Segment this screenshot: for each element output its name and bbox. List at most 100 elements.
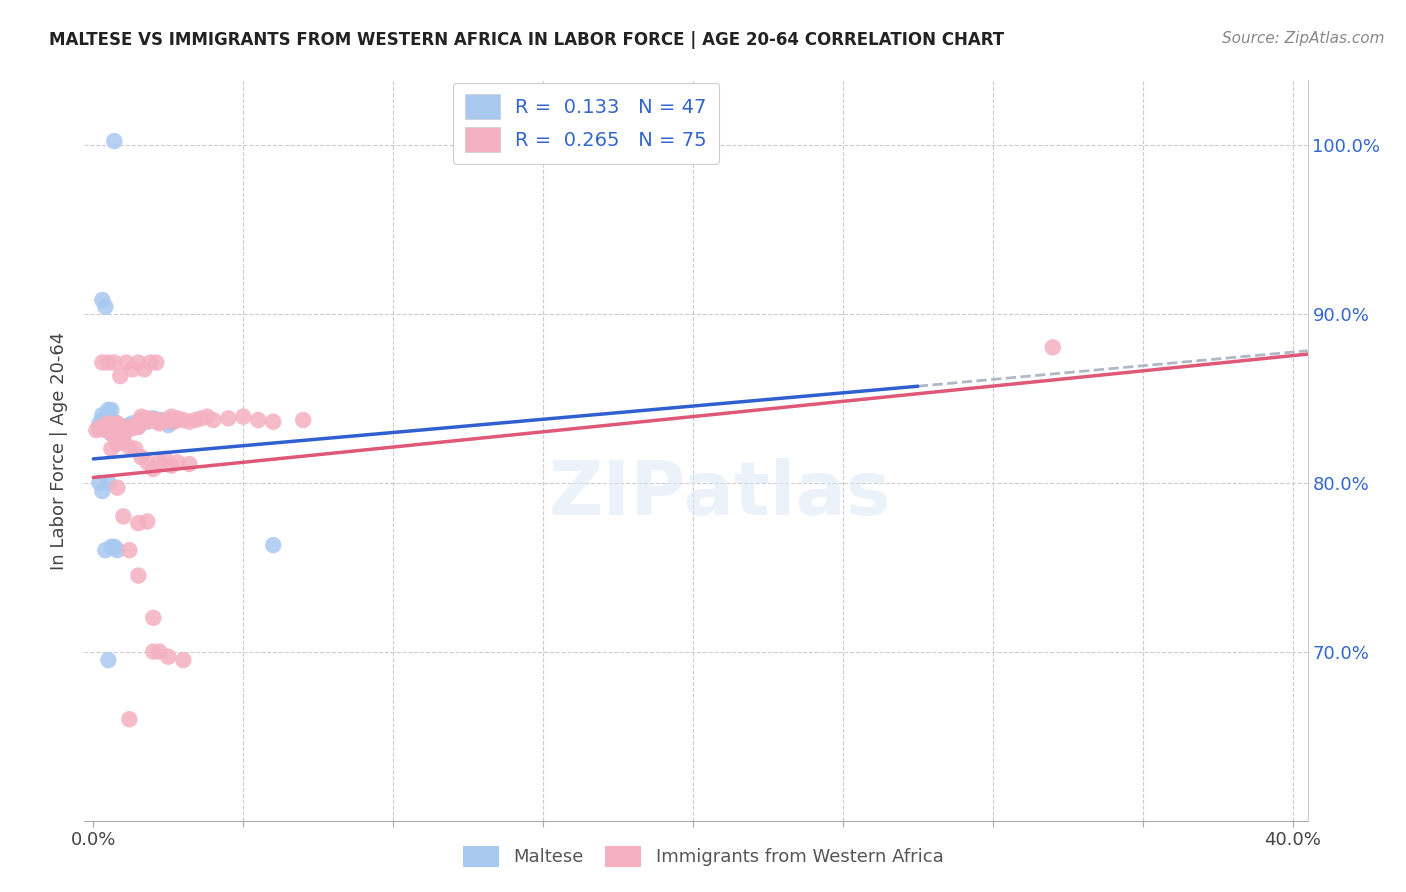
Point <box>127 355 149 369</box>
Point <box>142 411 165 425</box>
Point <box>166 411 188 425</box>
Point <box>134 415 156 429</box>
Point <box>148 645 170 659</box>
Point <box>118 418 141 433</box>
Point <box>112 419 135 434</box>
Point <box>157 649 180 664</box>
Point <box>94 423 117 437</box>
Text: Source: ZipAtlas.com: Source: ZipAtlas.com <box>1222 31 1385 46</box>
Point <box>100 421 122 435</box>
Point <box>110 419 132 434</box>
Point <box>232 409 254 424</box>
Point <box>124 442 146 456</box>
Point <box>139 355 162 369</box>
Point <box>136 515 159 529</box>
Point <box>115 423 138 437</box>
Point <box>89 421 111 435</box>
Point <box>179 415 201 429</box>
Point <box>97 423 120 437</box>
Point <box>131 413 153 427</box>
Point <box>91 419 114 434</box>
Point <box>127 568 149 582</box>
Point <box>155 451 177 466</box>
Point <box>115 421 138 435</box>
Point <box>136 415 159 429</box>
Point <box>103 418 125 433</box>
Point <box>103 134 125 148</box>
Point <box>142 413 165 427</box>
Point <box>89 417 111 431</box>
Point <box>91 408 114 422</box>
Point <box>91 355 114 369</box>
Point <box>86 423 108 437</box>
Point <box>94 415 117 429</box>
Point <box>160 415 183 429</box>
Text: MALTESE VS IMMIGRANTS FROM WESTERN AFRICA IN LABOR FORCE | AGE 20-64 CORRELATION: MALTESE VS IMMIGRANTS FROM WESTERN AFRIC… <box>49 31 1004 49</box>
Point <box>148 413 170 427</box>
Point <box>89 475 111 490</box>
Point <box>105 481 128 495</box>
Point <box>97 421 120 435</box>
Point <box>110 369 132 384</box>
Point <box>105 428 128 442</box>
Point <box>136 411 159 425</box>
Point <box>262 415 284 429</box>
Point <box>247 413 270 427</box>
Point <box>150 415 173 429</box>
Point <box>97 419 120 434</box>
Point <box>145 415 167 429</box>
Point <box>94 419 117 434</box>
Point <box>94 418 117 433</box>
Point <box>160 409 183 424</box>
Point <box>112 421 135 435</box>
Point <box>91 483 114 498</box>
Point <box>100 426 122 441</box>
Point <box>100 419 122 434</box>
Point <box>172 653 194 667</box>
Point <box>184 413 207 427</box>
Point <box>103 415 125 429</box>
Point <box>136 455 159 469</box>
Point <box>94 543 117 558</box>
Point <box>139 413 162 427</box>
Point <box>100 403 122 417</box>
Point <box>105 417 128 431</box>
Point <box>97 417 120 431</box>
Point <box>110 426 132 441</box>
Point <box>134 415 156 429</box>
Point <box>105 421 128 435</box>
Point <box>105 543 128 558</box>
Point <box>1042 340 1064 354</box>
Point <box>131 409 153 424</box>
Point <box>100 442 122 456</box>
Point <box>195 409 218 424</box>
Point <box>121 417 143 431</box>
Point <box>110 419 132 434</box>
Point <box>127 419 149 434</box>
Point <box>190 411 212 425</box>
Point <box>118 712 141 726</box>
Point <box>121 362 143 376</box>
Point <box>142 611 165 625</box>
Point <box>121 421 143 435</box>
Point <box>97 475 120 490</box>
Point <box>148 413 170 427</box>
Point <box>139 413 162 427</box>
Point <box>94 300 117 314</box>
Point <box>124 418 146 433</box>
Point <box>127 516 149 530</box>
Point <box>131 413 153 427</box>
Point <box>131 450 153 465</box>
Point <box>150 413 173 427</box>
Legend: Maltese, Immigrants from Western Africa: Maltese, Immigrants from Western Africa <box>456 838 950 874</box>
Point <box>100 426 122 441</box>
Point <box>172 413 194 427</box>
Point <box>142 462 165 476</box>
Text: ZIPatlas: ZIPatlas <box>550 458 891 532</box>
Point <box>115 355 138 369</box>
Point <box>145 355 167 369</box>
Point <box>100 540 122 554</box>
Point <box>105 436 128 450</box>
Point <box>157 418 180 433</box>
Point <box>217 411 239 425</box>
